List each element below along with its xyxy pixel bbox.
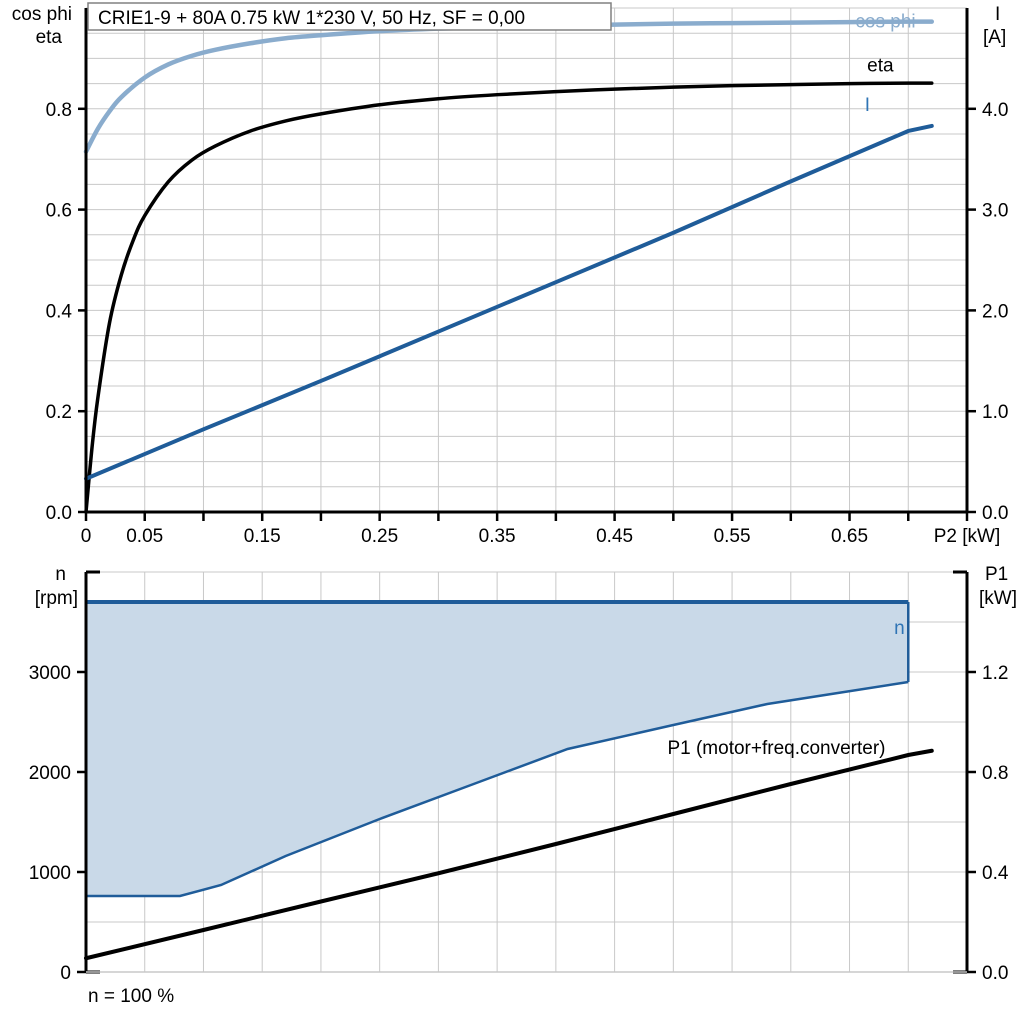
- chart-title-frame: [87, 2, 612, 31]
- upper-right-tick-label: 0.0: [982, 503, 1008, 524]
- upper-annotation-cos-phi: cos phi: [855, 12, 915, 33]
- lower-right-tick-label: 0.0: [982, 963, 1008, 984]
- lower-left-tick-label: 1000: [29, 863, 71, 884]
- lower-right-tick-label: 0.4: [982, 863, 1009, 884]
- speed-note-label: n = 100 %: [88, 986, 174, 1007]
- upper-right-tick-label: 2.0: [982, 301, 1008, 322]
- upper-left-tick-label: 0.6: [46, 201, 72, 222]
- upper-x-tick-label: 0.45: [596, 526, 633, 547]
- upper-x-tick-label: 0.35: [479, 526, 516, 547]
- upper-curve-i: [84, 123, 934, 481]
- lower-left-axis-title-unit: [rpm]: [35, 588, 78, 609]
- upper-curve-cos-phi: [83, 19, 935, 154]
- upper-right-axis-title-unit: [A]: [983, 27, 1006, 48]
- lower-left-tick-label: 3000: [29, 663, 71, 684]
- upper-x-tick-label: 0.65: [831, 526, 868, 547]
- chart-title-box: CRIE1-9 + 80A 0.75 kW 1*230 V, 50 Hz, SF…: [87, 2, 612, 31]
- lower-right-axis-title-unit: [kW]: [979, 588, 1017, 609]
- upper-x-tick-label: 0: [81, 526, 92, 547]
- lower-right-axis-title-p1: P1: [985, 564, 1008, 585]
- lower-right-tick-label: 1.2: [982, 663, 1008, 684]
- lower-left-tick-label: 2000: [29, 763, 71, 784]
- upper-x-tick-label: P2 [kW]: [934, 526, 1001, 547]
- upper-right-tick-label: 3.0: [982, 201, 1008, 222]
- upper-right-axis-title-i: I: [995, 4, 1000, 25]
- upper-annotation-i: I: [865, 95, 870, 116]
- upper-left-tick-label: 0.8: [46, 100, 72, 121]
- lower-annotation-n: n: [894, 618, 905, 639]
- lower-annotation-p1: P1 (motor+freq.converter): [667, 738, 885, 759]
- upper-annotation-eta: eta: [867, 55, 894, 76]
- speed-range-band: [86, 602, 909, 896]
- upper-chart: 0.0 0.2 0.4 0.6 0.8 0.0 1.0 2.0 3.0 4.0 0 0.05 0.15 0…: [12, 2, 1008, 547]
- upper-x-tick-label: 0.15: [244, 526, 281, 547]
- lower-curve-p1: [84, 748, 934, 961]
- upper-curve-eta: [84, 81, 934, 514]
- lower-right-tick-label: 0.8: [982, 763, 1008, 784]
- upper-left-tick-label: 0.4: [46, 301, 73, 322]
- chart-title-text: CRIE1-9 + 80A 0.75 kW 1*230 V, 50 Hz, SF…: [98, 8, 525, 29]
- upper-x-tick-label: 0.25: [361, 526, 398, 547]
- upper-right-tick-label: 1.0: [982, 402, 1008, 423]
- upper-right-tick-label: 4.0: [982, 100, 1008, 121]
- lower-chart: 0 1000 2000 3000 0.0 0.4 0.8 1.2 n [rpm] P1 [kW] n P1…: [29, 564, 1017, 984]
- upper-x-tick-label: 0.55: [714, 526, 751, 547]
- upper-left-tick-label: 0.2: [46, 402, 72, 423]
- upper-left-axis-title-eta: eta: [36, 27, 63, 48]
- lower-left-axis-title-n: n: [55, 564, 66, 585]
- lower-curve-n-min: [86, 680, 909, 898]
- lower-left-tick-label: 0: [60, 963, 71, 984]
- upper-left-axis-title-cos-phi: cos phi: [12, 4, 72, 25]
- upper-x-tick-label: 0.05: [126, 526, 163, 547]
- upper-left-tick-label: 0.0: [46, 503, 72, 524]
